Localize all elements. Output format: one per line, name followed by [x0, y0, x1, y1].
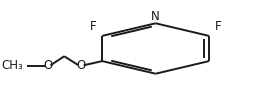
- Text: N: N: [151, 10, 160, 23]
- Text: CH₃: CH₃: [1, 59, 23, 72]
- Text: F: F: [215, 20, 221, 33]
- Text: O: O: [76, 59, 86, 72]
- Text: F: F: [90, 20, 96, 33]
- Text: O: O: [43, 59, 52, 72]
